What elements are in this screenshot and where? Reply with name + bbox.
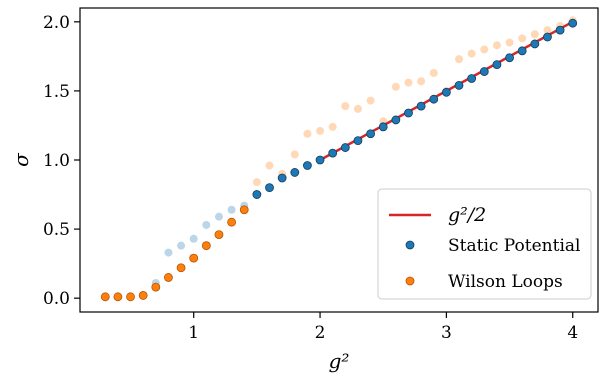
wilson-loops-faded-point — [543, 26, 552, 35]
static-potential-faded-point — [189, 234, 198, 243]
wilson-loops-faded-point — [417, 77, 426, 86]
y-tick-label: 2.0 — [43, 13, 70, 33]
y-axis-label: σ — [9, 152, 33, 167]
static-potential-point — [517, 46, 527, 56]
static-potential-point — [492, 60, 502, 70]
wilson-loops-faded-point — [265, 161, 274, 170]
static-potential-point — [315, 155, 325, 165]
x-axis-label: g² — [329, 349, 350, 373]
static-potential-point — [340, 143, 350, 152]
static-potential-point — [530, 39, 540, 49]
wilson-loops-faded-point — [316, 126, 325, 135]
static-potential-point — [328, 148, 338, 158]
static-potential-point — [353, 136, 363, 146]
wilson-loops-point — [239, 205, 249, 215]
wilson-loops-point — [100, 292, 110, 302]
wilson-loops-faded-point — [505, 38, 514, 47]
wilson-loops-point — [201, 241, 211, 251]
wilson-loops-faded-point — [353, 104, 362, 113]
legend-box — [377, 188, 592, 300]
wilson-loops-faded-point — [492, 41, 501, 50]
static-potential-point — [441, 87, 451, 97]
legend: g²/2 Static Potential Wilson Loops — [377, 188, 592, 300]
legend-static-potential-swatch — [405, 240, 415, 250]
wilson-loops-point — [164, 273, 173, 282]
x-tick-label: 2 — [315, 323, 326, 343]
static-potential-point — [252, 190, 262, 199]
wilson-loops-faded-point — [530, 30, 539, 39]
static-potential-point — [454, 80, 464, 90]
legend-wilson-loops-label: Wilson Loops — [448, 272, 563, 292]
static-potential-point — [555, 25, 565, 35]
static-potential-faded-point — [214, 212, 223, 221]
wilson-loops-faded-point — [391, 82, 400, 91]
static-potential-point — [479, 67, 489, 76]
wilson-loops-faded-point — [404, 78, 413, 87]
static-potential-point — [568, 18, 578, 28]
static-potential-point — [378, 122, 388, 132]
y-tick-label: 0.5 — [43, 220, 70, 240]
wilson-loops-point — [227, 217, 237, 227]
x-tick-label: 3 — [441, 323, 452, 343]
axis-ticks-layer: 1 2 3 4 0.0 0.5 1.0 1.5 2.0 — [43, 13, 578, 343]
static-potential-point — [429, 94, 439, 104]
static-potential-point — [505, 53, 514, 63]
wilson-loops-faded-point — [518, 34, 527, 43]
static-potential-point — [543, 32, 552, 42]
x-tick-label: 1 — [188, 323, 199, 343]
wilson-loops-faded-point — [467, 49, 476, 58]
static-potential-point — [290, 168, 300, 177]
wilson-loops-faded-point — [303, 129, 312, 138]
legend-line-label: g²/2 — [448, 204, 486, 226]
y-tick-label: 1.0 — [43, 151, 70, 171]
wilson-loops-point — [126, 292, 135, 302]
wilson-loops-faded-point — [252, 178, 261, 187]
wilson-loops-faded-point — [341, 102, 350, 111]
static-potential-faded-point — [202, 220, 211, 229]
static-potential-point — [467, 74, 477, 83]
static-potential-point — [303, 161, 312, 170]
static-potential-faded-point — [177, 241, 186, 250]
static-potential-faded-point — [164, 248, 173, 257]
x-tick-label: 4 — [567, 323, 578, 343]
wilson-loops-point — [189, 253, 199, 263]
wilson-loops-point — [214, 230, 224, 240]
static-potential-point — [265, 183, 274, 193]
wilson-loops-faded-point — [480, 45, 489, 54]
y-tick-label: 1.5 — [43, 82, 70, 102]
static-potential-faded-point — [227, 205, 236, 214]
wilson-loops-faded-point — [455, 55, 464, 64]
static-potential-point — [416, 101, 426, 111]
wilson-loops-faded-point — [429, 68, 438, 77]
static-potential-point — [366, 129, 375, 139]
data-marks-layer — [100, 16, 578, 302]
wilson-loops-point — [138, 291, 148, 300]
y-tick-label: 0.0 — [43, 289, 70, 309]
wilson-loops-faded-point — [366, 96, 375, 105]
wilson-loops-point — [176, 263, 186, 273]
wilson-loops-point — [113, 292, 123, 302]
wilson-loops-faded-point — [328, 122, 337, 131]
wilson-loops-faded-point — [290, 150, 299, 159]
static-potential-point — [277, 173, 287, 183]
wilson-loops-point — [151, 282, 161, 292]
static-potential-point — [391, 115, 401, 125]
legend-static-potential-label: Static Potential — [448, 236, 580, 256]
legend-wilson-loops-swatch — [405, 276, 415, 286]
static-potential-point — [404, 108, 413, 118]
